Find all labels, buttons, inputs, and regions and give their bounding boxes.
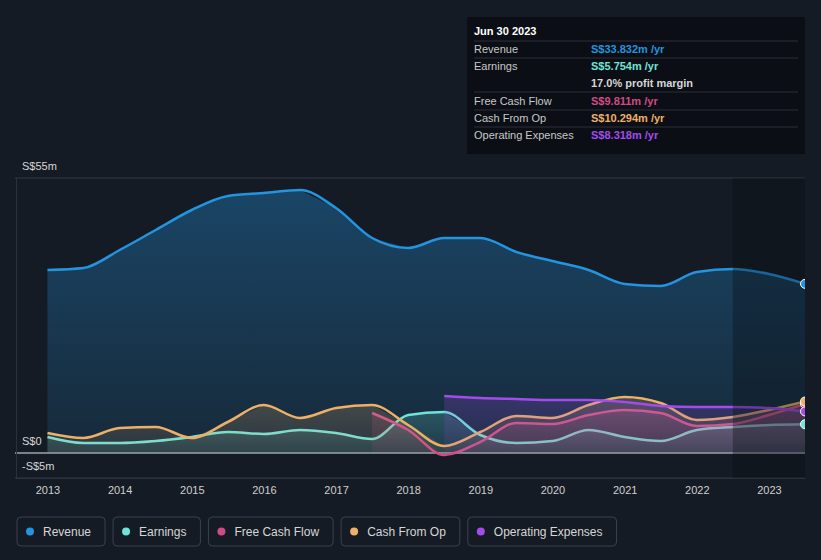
- legend-item[interactable]: Cash From Op: [341, 517, 460, 546]
- tooltip-label: Free Cash Flow: [474, 95, 552, 107]
- end-point: [801, 407, 806, 416]
- legend-label: Earnings: [139, 525, 186, 539]
- legend-swatch: [477, 528, 485, 536]
- legend-button[interactable]: [468, 517, 617, 546]
- legend-item[interactable]: Revenue: [17, 517, 105, 546]
- legend-label: Operating Expenses: [494, 525, 603, 539]
- legend-label: Revenue: [43, 525, 91, 539]
- tooltip-separator: [474, 41, 798, 42]
- x-tick-label: 2013: [36, 484, 60, 496]
- x-tick: 2022: [685, 478, 709, 496]
- tooltip-title: Jun 30 2023: [474, 25, 536, 37]
- y-axis-line: [16, 179, 17, 479]
- y-tick: S$0: [16, 435, 42, 453]
- x-tick-label: 2018: [396, 484, 420, 496]
- x-tick-label: 2020: [541, 484, 565, 496]
- grid-line: [15, 178, 805, 179]
- x-tick-label: 2015: [180, 484, 204, 496]
- grid: [15, 178, 805, 478]
- legend-item[interactable]: Free Cash Flow: [208, 517, 333, 546]
- x-tick-label: 2019: [469, 484, 493, 496]
- tooltip-label: Earnings: [474, 60, 518, 72]
- tooltip-box: [467, 17, 805, 154]
- y-tick-label: S$55m: [22, 160, 57, 172]
- y-tick: S$55m: [16, 160, 57, 178]
- x-tick-label: 2022: [685, 484, 709, 496]
- tooltip-value: S$5.754m /yr: [591, 60, 659, 72]
- x-axis-line: [16, 478, 806, 479]
- x-tick: 2017: [324, 478, 348, 496]
- x-tick-label: 2021: [613, 484, 637, 496]
- highlight-band: [733, 178, 805, 478]
- legend: Revenue Earnings Free Cash Flow Cash From O…: [17, 517, 617, 546]
- tooltip: Jun 30 2023 Revenue S$33.832m /yr Earnings S…: [467, 17, 805, 154]
- x-tick: 2023: [757, 478, 781, 496]
- legend-button[interactable]: [341, 517, 460, 546]
- x-tick: 2018: [396, 478, 420, 496]
- series-area: [47, 190, 805, 453]
- x-tick: 2013: [36, 478, 60, 496]
- tooltip-separator: [474, 127, 798, 128]
- legend-item[interactable]: Operating Expenses: [468, 517, 617, 546]
- legend-swatch: [217, 528, 225, 536]
- x-tick-label: 2017: [324, 484, 348, 496]
- y-axis: S$55m S$0 -S$5m: [16, 160, 57, 478]
- x-tick-label: 2014: [108, 484, 132, 496]
- legend-swatch: [26, 528, 34, 536]
- x-tick: 2016: [252, 478, 276, 496]
- legend-swatch: [350, 528, 358, 536]
- end-point: [801, 420, 806, 429]
- x-tick-label: 2016: [252, 484, 276, 496]
- tooltip-label: Revenue: [474, 43, 518, 55]
- y-tick-label: -S$5m: [22, 460, 54, 472]
- x-tick: 2019: [469, 478, 493, 496]
- tooltip-value: S$8.318m /yr: [591, 129, 659, 141]
- legend-label: Free Cash Flow: [234, 525, 319, 539]
- x-tick: 2015: [180, 478, 204, 496]
- legend-swatch: [122, 528, 130, 536]
- tooltip-note: 17.0% profit margin: [591, 77, 693, 89]
- x-tick-label: 2023: [757, 484, 781, 496]
- x-tick: 2014: [108, 478, 132, 496]
- x-tick: 2020: [541, 478, 565, 496]
- legend-label: Cash From Op: [367, 525, 446, 539]
- grid-line: [15, 478, 805, 479]
- tooltip-separator: [474, 92, 798, 93]
- tooltip-separator: [474, 110, 798, 111]
- tooltip-label: Operating Expenses: [474, 129, 574, 141]
- legend-button[interactable]: [17, 517, 105, 546]
- x-axis: 2013 2014 2015 2016 2017 2018 2019 2020 2021 2022…: [16, 478, 806, 496]
- end-point: [801, 279, 806, 288]
- y-tick-label: S$0: [22, 435, 42, 447]
- chart: S$55mS$0-S$5m201320142015201620172018201…: [0, 0, 821, 560]
- legend-button[interactable]: [113, 517, 200, 546]
- tooltip-value: S$10.294m /yr: [591, 112, 665, 124]
- series-line: [47, 190, 805, 286]
- x-tick: 2021: [613, 478, 637, 496]
- y-tick: -S$5m: [16, 460, 54, 478]
- plot-area: [47, 178, 805, 478]
- end-point: [801, 397, 806, 406]
- legend-button[interactable]: [208, 517, 333, 546]
- tooltip-value: S$33.832m /yr: [591, 43, 665, 55]
- tooltip-separator: [474, 58, 798, 59]
- legend-item[interactable]: Earnings: [113, 517, 200, 546]
- tooltip-value: S$9.811m /yr: [591, 95, 658, 107]
- background: [0, 0, 821, 560]
- tooltip-label: Cash From Op: [474, 112, 546, 124]
- series-area: [47, 397, 805, 453]
